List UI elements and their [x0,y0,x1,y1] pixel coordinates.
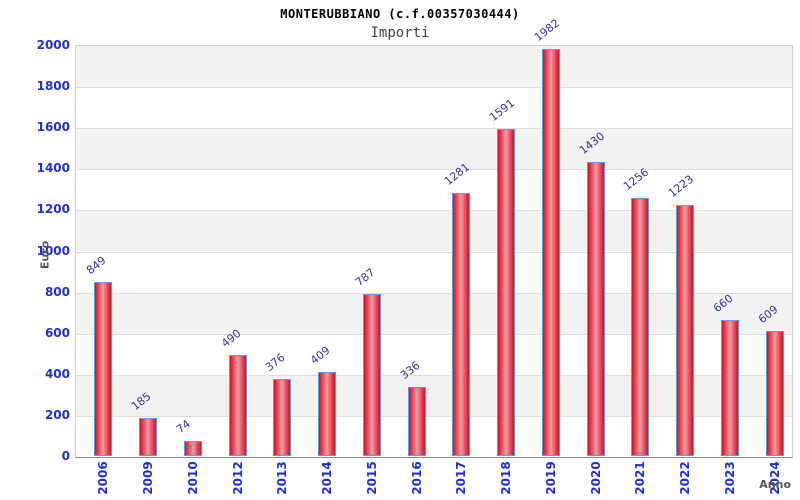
x-tick-label: 2006 [96,461,111,495]
x-tick-label: 2023 [722,461,737,495]
bar-2010 [183,440,202,456]
bar-2019 [541,48,560,456]
y-tick-label: 1800 [36,79,70,94]
grid-band [76,210,792,252]
x-tick-label: 2021 [633,461,648,495]
bar-2021 [631,197,650,456]
chart-subtitle: Importi [370,25,430,41]
bar-2009 [139,417,158,456]
grid-line [76,292,792,294]
y-tick-label: 600 [44,325,70,340]
bar-2022 [676,204,695,456]
x-tick-label: 2009 [141,461,156,495]
y-tick-label: 1200 [36,202,70,217]
grid-band [76,251,792,293]
bar-2015 [362,294,381,456]
bar-2013 [273,378,292,456]
chart-title: MONTERUBBIANO (c.f.00357030444) [280,7,520,21]
x-tick-label: 2013 [275,461,290,495]
bar-2023 [720,320,739,456]
x-axis-title: Anno [759,478,791,491]
grid-line [76,87,792,89]
x-tick-label: 2016 [409,461,424,495]
grid-line [76,128,792,130]
bar-2017 [452,192,471,456]
bar-2006 [94,281,113,456]
grid-line [76,374,792,376]
bar-2018 [497,129,516,456]
y-tick-label: 800 [44,284,70,299]
plot-area [75,45,793,458]
grid-line [76,415,792,417]
y-tick-label: 0 [61,449,70,463]
x-tick-label: 2014 [320,461,335,495]
grid-band [76,169,792,211]
y-axis-title: Euro [38,240,52,270]
grid-band [76,333,792,375]
bar-2012 [228,355,247,456]
y-tick-label: 2000 [36,38,70,52]
bar-2014 [318,371,337,456]
x-tick-label: 2020 [588,461,603,495]
grid-band [76,87,792,129]
bar-2020 [586,162,605,456]
grid-band [76,128,792,170]
y-tick-label: 1600 [36,120,70,135]
x-tick-label: 2017 [454,461,469,495]
bar-2016 [407,386,426,456]
x-tick-label: 2012 [230,461,245,495]
grid-line [76,251,792,253]
grid-band [76,46,792,88]
grid-line [76,210,792,212]
x-tick-label: 2019 [543,461,558,495]
y-tick-label: 1400 [36,161,70,176]
x-tick-label: 2022 [678,461,693,495]
x-tick-label: 2018 [499,461,514,495]
grid-line [76,169,792,171]
y-tick-label: 200 [44,407,70,422]
grid-band [76,374,792,416]
grid-line [76,333,792,335]
x-tick-label: 2015 [364,461,379,495]
y-tick-label: 400 [44,366,70,381]
y-tick-label: 1000 [36,243,70,258]
grid-band [76,292,792,334]
x-tick-label: 2010 [185,461,200,495]
bar-2024 [765,330,784,456]
